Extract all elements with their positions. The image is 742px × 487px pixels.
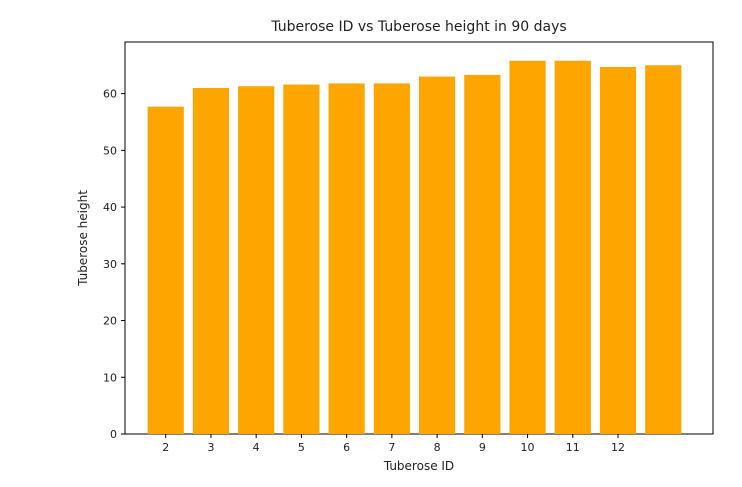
bar bbox=[238, 86, 275, 435]
x-axis-label: Tuberose ID bbox=[383, 459, 454, 473]
x-tick-label: 8 bbox=[434, 441, 441, 454]
y-tick-label: 0 bbox=[110, 428, 117, 441]
y-axis-ticks: 0 10 20 30 40 50 60 bbox=[103, 88, 125, 441]
bar bbox=[645, 65, 682, 435]
x-tick-label: 6 bbox=[343, 441, 350, 454]
bar bbox=[283, 84, 320, 435]
bars-group bbox=[147, 60, 682, 435]
y-tick-label: 20 bbox=[103, 315, 117, 328]
bar bbox=[599, 66, 637, 434]
bar bbox=[419, 76, 456, 434]
x-tick-label: 2 bbox=[162, 441, 169, 454]
x-tick-label: 12 bbox=[611, 441, 625, 454]
y-tick-label: 50 bbox=[103, 144, 117, 157]
bar bbox=[464, 74, 501, 434]
y-tick-label: 60 bbox=[103, 88, 117, 101]
bar bbox=[509, 60, 546, 434]
y-tick-label: 30 bbox=[103, 258, 117, 271]
y-axis-label: Tuberose height bbox=[76, 190, 90, 287]
bar bbox=[192, 87, 230, 434]
x-tick-label: 11 bbox=[566, 441, 580, 454]
x-tick-label: 10 bbox=[521, 441, 535, 454]
bar bbox=[373, 83, 410, 434]
x-tick-label: 3 bbox=[207, 441, 214, 454]
x-axis-ticks: 2 3 4 5 6 7 8 9 10 11 12 bbox=[162, 434, 625, 454]
x-tick-label: 7 bbox=[388, 441, 395, 454]
bar bbox=[328, 83, 365, 434]
chart-title: Tuberose ID vs Tuberose height in 90 day… bbox=[270, 19, 566, 35]
x-tick-label: 5 bbox=[298, 441, 305, 454]
bar bbox=[147, 106, 184, 434]
y-tick-label: 40 bbox=[103, 201, 117, 214]
bar bbox=[554, 60, 591, 434]
x-tick-label: 9 bbox=[479, 441, 486, 454]
x-tick-label: 4 bbox=[253, 441, 260, 454]
y-tick-label: 10 bbox=[103, 371, 117, 384]
